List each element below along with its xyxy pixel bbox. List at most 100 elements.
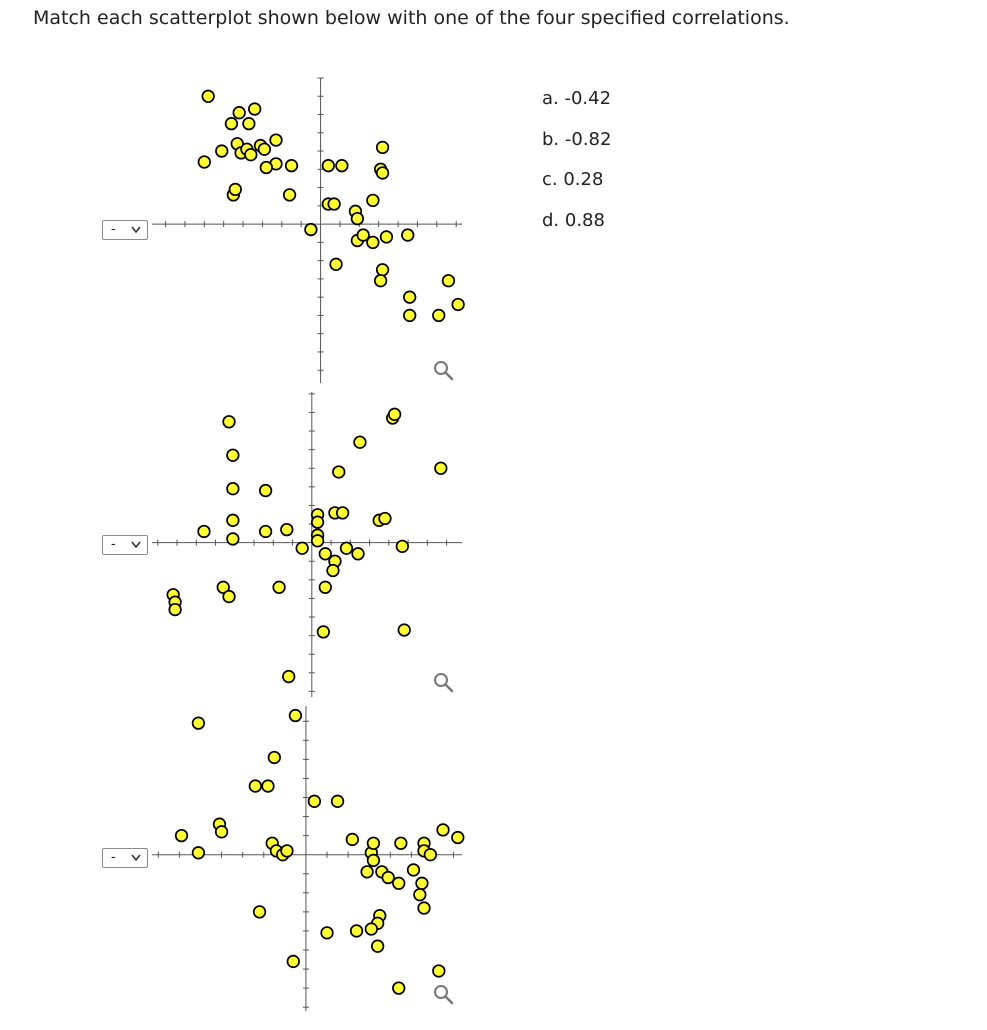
data-point bbox=[364, 922, 378, 936]
data-point bbox=[413, 888, 427, 902]
data-point bbox=[350, 211, 365, 226]
data-point bbox=[215, 144, 229, 158]
data-point bbox=[366, 193, 380, 208]
data-point bbox=[375, 166, 390, 180]
data-point bbox=[387, 407, 402, 421]
data-point bbox=[356, 228, 370, 242]
data-point bbox=[353, 435, 367, 449]
data-point bbox=[216, 580, 230, 594]
data-point bbox=[226, 532, 240, 546]
data-point bbox=[366, 853, 381, 868]
data-point bbox=[366, 235, 380, 250]
data-point bbox=[258, 524, 273, 539]
magnifier-icon[interactable] bbox=[433, 984, 455, 1006]
option-d: d. 0.88 bbox=[542, 209, 605, 231]
data-point bbox=[318, 580, 332, 594]
data-point bbox=[434, 461, 448, 475]
data-point bbox=[257, 142, 272, 156]
data-point bbox=[366, 836, 381, 850]
data-point bbox=[351, 547, 365, 561]
data-point bbox=[375, 263, 390, 277]
data-point bbox=[316, 625, 331, 639]
data-point bbox=[226, 448, 240, 462]
data-point bbox=[417, 901, 431, 915]
data-point bbox=[406, 863, 421, 877]
data-point bbox=[335, 159, 349, 173]
data-point bbox=[329, 257, 343, 271]
data-point bbox=[197, 524, 211, 539]
data-point bbox=[174, 828, 189, 843]
data-point bbox=[345, 832, 359, 847]
data-point bbox=[360, 865, 374, 879]
data-point bbox=[282, 188, 297, 202]
correlation-select-1[interactable]: - bbox=[102, 220, 148, 240]
select-value: - bbox=[111, 850, 116, 865]
select-value: - bbox=[111, 222, 116, 237]
chevron-down-icon bbox=[131, 541, 141, 549]
data-point bbox=[321, 159, 335, 173]
data-point bbox=[381, 870, 395, 885]
data-point bbox=[318, 547, 332, 561]
scatterplot-3 bbox=[152, 706, 465, 1011]
data-point bbox=[252, 905, 267, 919]
data-point bbox=[232, 106, 246, 120]
data-point bbox=[335, 506, 350, 520]
data-point bbox=[286, 954, 300, 969]
data-point bbox=[394, 836, 408, 850]
data-point bbox=[401, 228, 415, 242]
data-point bbox=[258, 483, 273, 498]
data-point bbox=[269, 133, 283, 147]
data-point bbox=[244, 148, 258, 162]
data-point bbox=[375, 140, 390, 155]
data-point bbox=[191, 846, 206, 860]
magnifier-icon[interactable] bbox=[433, 360, 455, 382]
data-point bbox=[370, 939, 385, 953]
data-point bbox=[214, 825, 229, 839]
data-point bbox=[339, 541, 354, 555]
data-point bbox=[228, 182, 242, 197]
data-point bbox=[280, 844, 294, 858]
data-point bbox=[168, 602, 182, 617]
option-c: c. 0.28 bbox=[542, 169, 604, 190]
select-value: - bbox=[111, 537, 116, 552]
data-point bbox=[395, 539, 409, 554]
data-point bbox=[197, 155, 211, 169]
scatterplot-1 bbox=[152, 77, 465, 383]
data-point bbox=[378, 511, 392, 526]
chevron-down-icon bbox=[131, 226, 141, 234]
data-point bbox=[330, 794, 345, 808]
data-point bbox=[320, 926, 334, 940]
data-point bbox=[248, 102, 262, 116]
data-point bbox=[379, 230, 394, 244]
chevron-down-icon bbox=[131, 854, 141, 862]
data-point bbox=[307, 794, 322, 808]
data-point bbox=[288, 708, 303, 723]
data-point bbox=[451, 297, 465, 312]
data-point bbox=[284, 159, 299, 173]
data-point bbox=[436, 823, 450, 837]
data-point bbox=[267, 750, 281, 765]
question-text: Match each scatterplot shown below with … bbox=[33, 7, 790, 29]
data-point bbox=[191, 716, 206, 730]
data-point bbox=[392, 876, 406, 890]
data-point bbox=[272, 580, 286, 594]
data-point bbox=[373, 274, 388, 288]
data-point bbox=[423, 848, 438, 862]
data-point bbox=[304, 222, 318, 237]
data-point bbox=[224, 117, 239, 131]
data-point bbox=[326, 563, 340, 578]
data-point bbox=[327, 197, 341, 211]
correlation-select-3[interactable]: - bbox=[102, 848, 148, 868]
data-point bbox=[349, 924, 364, 938]
magnifier-icon[interactable] bbox=[433, 672, 455, 694]
data-point bbox=[280, 522, 294, 537]
correlation-select-2[interactable]: - bbox=[102, 535, 148, 555]
data-point bbox=[226, 482, 240, 496]
data-point bbox=[441, 274, 456, 288]
option-b: b. -0.82 bbox=[542, 128, 612, 150]
data-point bbox=[415, 876, 429, 890]
data-point bbox=[451, 830, 465, 845]
data-point bbox=[248, 779, 262, 793]
data-point bbox=[392, 981, 406, 995]
data-point bbox=[259, 160, 273, 175]
